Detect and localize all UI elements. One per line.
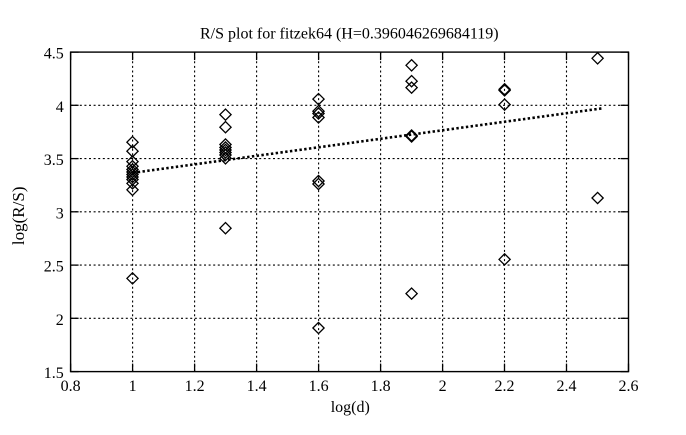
svg-text:1: 1 [129,378,137,395]
svg-text:3.5: 3.5 [44,152,64,169]
svg-text:2.2: 2.2 [495,378,515,395]
svg-text:4: 4 [56,99,64,116]
svg-text:2: 2 [439,378,447,395]
svg-text:4.5: 4.5 [44,46,64,63]
svg-text:1.4: 1.4 [247,378,267,395]
svg-text:0.8: 0.8 [61,378,81,395]
svg-text:2.5: 2.5 [44,259,64,276]
svg-text:1.2: 1.2 [185,378,205,395]
svg-text:2.6: 2.6 [619,378,639,395]
svg-text:2: 2 [56,312,64,329]
svg-text:1.5: 1.5 [44,365,64,382]
svg-text:1.8: 1.8 [371,378,391,395]
svg-text:1.6: 1.6 [309,378,329,395]
svg-text:R/S plot for fitzek64 (H=0.396: R/S plot for fitzek64 (H=0.3960462696841… [200,25,499,42]
svg-text:log(R/S): log(R/S) [9,187,28,246]
svg-text:2.4: 2.4 [557,378,577,395]
svg-text:log(d): log(d) [331,399,370,416]
svg-text:3: 3 [56,205,64,222]
